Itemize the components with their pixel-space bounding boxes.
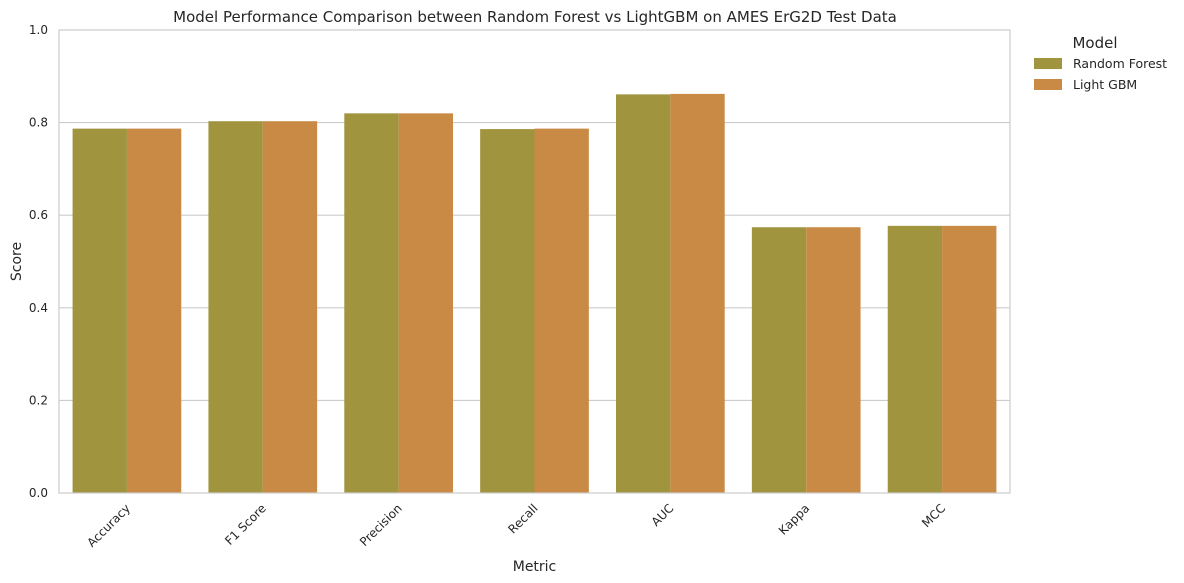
y-tick-label: 0.2 bbox=[29, 393, 48, 407]
bar-random-forest bbox=[616, 94, 671, 494]
bars bbox=[72, 93, 997, 494]
y-tick-label: 0.6 bbox=[29, 208, 48, 222]
bar-light-gbm bbox=[670, 93, 725, 494]
plot-frame bbox=[58, 29, 1011, 494]
x-tick-label: Precision bbox=[357, 501, 405, 549]
bar-random-forest bbox=[751, 227, 807, 493]
bar-random-forest bbox=[344, 113, 399, 493]
bar-light-gbm bbox=[262, 121, 318, 493]
bar-light-gbm bbox=[398, 113, 453, 493]
x-tick-label: Recall bbox=[505, 501, 540, 536]
legend-swatch bbox=[1034, 79, 1062, 90]
legend: Model Random Forest Light GBM bbox=[1034, 34, 1167, 92]
legend-swatch bbox=[1034, 58, 1062, 69]
bar-light-gbm bbox=[806, 227, 861, 493]
y-axis-label: Score bbox=[9, 242, 25, 281]
bar-light-gbm bbox=[534, 128, 589, 493]
y-tick-labels: 0.0 0.2 0.4 0.6 0.8 1.0 bbox=[29, 23, 48, 500]
x-axis-label: Metric bbox=[513, 559, 557, 575]
legend-label: Random Forest bbox=[1073, 56, 1167, 71]
bar-random-forest bbox=[887, 225, 943, 493]
bar-random-forest bbox=[480, 129, 535, 493]
y-tick-label: 1.0 bbox=[29, 23, 48, 37]
x-tick-label: Accuracy bbox=[84, 501, 133, 550]
legend-title: Model bbox=[1072, 34, 1117, 52]
x-tick-label: MCC bbox=[919, 501, 948, 530]
y-tick-label: 0.4 bbox=[29, 301, 48, 315]
bar-random-forest bbox=[208, 121, 263, 493]
x-tick-label: AUC bbox=[649, 501, 677, 529]
bar-light-gbm bbox=[126, 128, 182, 493]
legend-label: Light GBM bbox=[1073, 77, 1137, 92]
chart-title: Model Performance Comparison between Ran… bbox=[173, 8, 897, 26]
x-tick-label: Kappa bbox=[776, 501, 812, 537]
y-tick-label: 0.8 bbox=[29, 116, 48, 130]
bar-light-gbm bbox=[942, 225, 997, 493]
x-tick-labels: Accuracy F1 Score Precision Recall AUC Kappa M… bbox=[84, 501, 948, 550]
y-tick-label: 0.0 bbox=[29, 486, 48, 500]
x-tick-label: F1 Score bbox=[222, 501, 269, 548]
bar-random-forest bbox=[72, 128, 127, 493]
